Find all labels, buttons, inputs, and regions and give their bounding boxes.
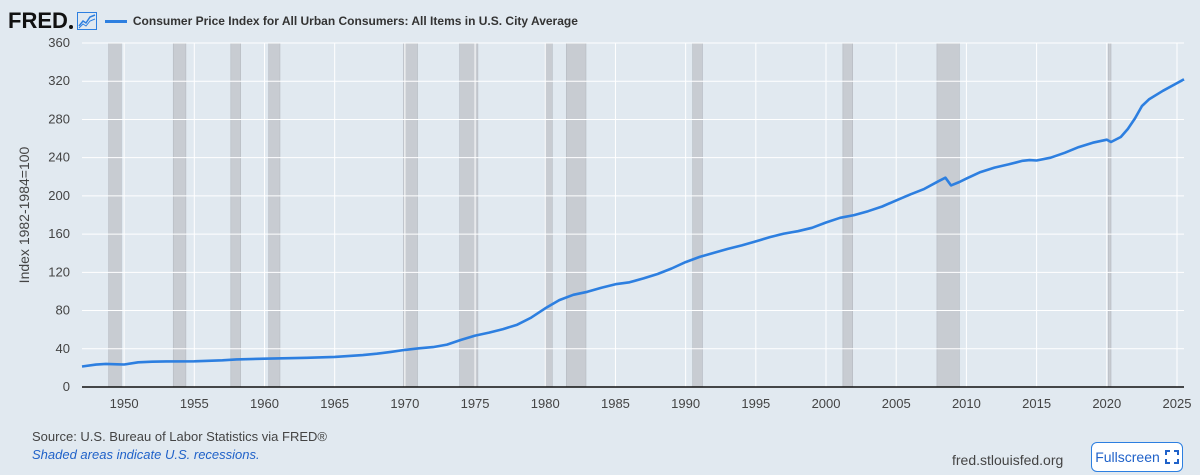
x-tick-label: 2010 [952, 396, 981, 411]
x-tick-label: 1985 [601, 396, 630, 411]
recession-band [108, 42, 122, 388]
chart-header: FRED Consumer Price Index for All Urban … [8, 8, 578, 34]
y-tick-label: 280 [48, 111, 70, 126]
recession-note: Shaded areas indicate U.S. recessions. [32, 447, 260, 462]
logo-text: FRED [8, 8, 68, 33]
legend: Consumer Price Index for All Urban Consu… [104, 14, 578, 28]
y-tick-label: 80 [56, 303, 70, 318]
recession-band [1107, 42, 1112, 388]
recession-band [268, 42, 281, 388]
chart-footer: Source: U.S. Bureau of Labor Statistics … [32, 428, 327, 464]
x-tick-label: 1975 [461, 396, 490, 411]
fullscreen-button[interactable]: Fullscreen [1091, 442, 1183, 472]
legend-label: Consumer Price Index for All Urban Consu… [132, 14, 578, 28]
y-tick-label: 360 [48, 36, 70, 50]
y-tick-label: 40 [56, 341, 70, 356]
source-text: Source: U.S. Bureau of Labor Statistics … [32, 429, 327, 444]
x-tick-label: 2025 [1163, 396, 1192, 411]
x-tick-label: 1955 [180, 396, 209, 411]
x-tick-label: 2000 [812, 396, 841, 411]
recession-band [230, 42, 241, 388]
x-tick-label: 1950 [110, 396, 139, 411]
cpi-series-line [81, 78, 1185, 368]
x-tick-label: 2020 [1092, 396, 1121, 411]
x-tick-label: 1990 [671, 396, 700, 411]
y-tick-label: 200 [48, 188, 70, 203]
recession-band [172, 42, 187, 388]
recession-band [544, 42, 553, 388]
recession-band [692, 42, 703, 388]
recession-band [403, 42, 418, 388]
fred-logo[interactable]: FRED [8, 8, 97, 34]
fullscreen-icon [1164, 450, 1179, 464]
chart-area: 0 40 80 120 160 200 240 280 320 360 1950 1955 1960 19… [0, 35, 1200, 416]
y-tick-label: 120 [48, 264, 70, 279]
x-tick-label: 1995 [741, 396, 770, 411]
fullscreen-label: Fullscreen [1095, 449, 1160, 465]
x-tick-label: 1970 [390, 396, 419, 411]
legend-swatch [104, 19, 127, 23]
recession-band [566, 42, 587, 388]
line-chart-icon [76, 12, 97, 30]
fred-url-link[interactable]: fred.stlouisfed.org [952, 452, 1064, 468]
x-tick-label: 1980 [531, 396, 560, 411]
recession-band [936, 42, 960, 388]
y-tick-label: 0 [63, 379, 70, 394]
y-axis-label: Index 1982-1984=100 [16, 146, 32, 283]
y-tick-label: 160 [48, 226, 70, 241]
y-tick-label: 320 [48, 73, 70, 88]
y-tick-label: 240 [48, 150, 70, 165]
x-tick-label: 1965 [320, 396, 349, 411]
x-tick-label: 1960 [250, 396, 279, 411]
logo-dot [68, 25, 73, 29]
cpi-chart: 0 40 80 120 160 200 240 280 320 360 1950 1955 1960 19… [16, 35, 1192, 411]
x-tick-label: 2005 [882, 396, 911, 411]
x-tick-label: 2015 [1022, 396, 1051, 411]
